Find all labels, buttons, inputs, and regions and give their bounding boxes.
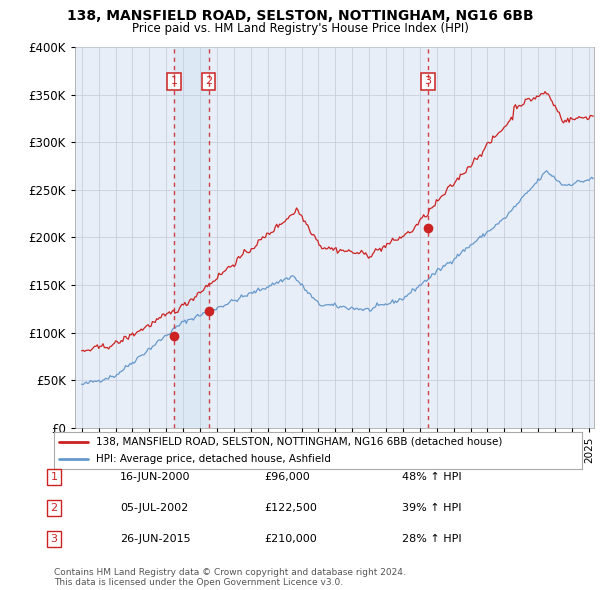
Text: 1: 1	[50, 472, 58, 481]
Text: 39% ↑ HPI: 39% ↑ HPI	[402, 503, 461, 513]
Text: Contains HM Land Registry data © Crown copyright and database right 2024.
This d: Contains HM Land Registry data © Crown c…	[54, 568, 406, 587]
Text: 26-JUN-2015: 26-JUN-2015	[120, 535, 191, 544]
Text: HPI: Average price, detached house, Ashfield: HPI: Average price, detached house, Ashf…	[96, 454, 331, 464]
Text: £210,000: £210,000	[264, 535, 317, 544]
Text: 28% ↑ HPI: 28% ↑ HPI	[402, 535, 461, 544]
Text: £96,000: £96,000	[264, 472, 310, 481]
Text: 48% ↑ HPI: 48% ↑ HPI	[402, 472, 461, 481]
Text: 2: 2	[205, 77, 212, 87]
Bar	[174, 47, 209, 428]
Text: 16-JUN-2000: 16-JUN-2000	[120, 472, 191, 481]
Text: 138, MANSFIELD ROAD, SELSTON, NOTTINGHAM, NG16 6BB: 138, MANSFIELD ROAD, SELSTON, NOTTINGHAM…	[67, 9, 533, 23]
Text: £122,500: £122,500	[264, 503, 317, 513]
Text: 1: 1	[170, 77, 178, 87]
Text: 3: 3	[424, 77, 431, 87]
Text: 05-JUL-2002: 05-JUL-2002	[120, 503, 188, 513]
Text: 2: 2	[50, 503, 58, 513]
Text: Price paid vs. HM Land Registry's House Price Index (HPI): Price paid vs. HM Land Registry's House …	[131, 22, 469, 35]
Text: 138, MANSFIELD ROAD, SELSTON, NOTTINGHAM, NG16 6BB (detached house): 138, MANSFIELD ROAD, SELSTON, NOTTINGHAM…	[96, 437, 503, 447]
Text: 3: 3	[50, 535, 58, 544]
